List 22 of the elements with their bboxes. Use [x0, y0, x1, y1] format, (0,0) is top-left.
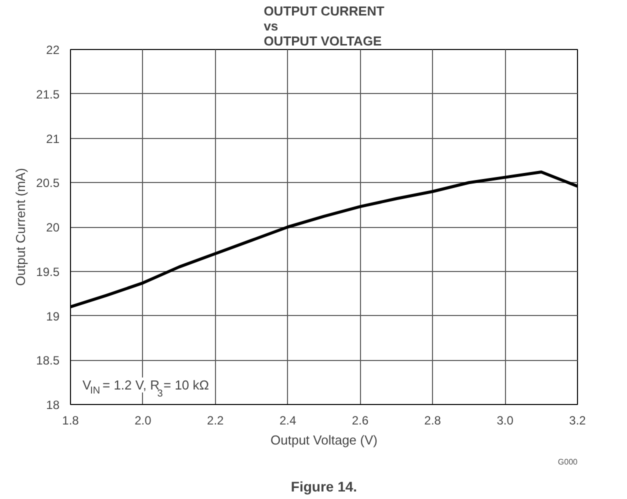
x-tick-label: 3.2 [569, 414, 586, 428]
x-tick-label: 2.2 [207, 414, 224, 428]
y-tick-label: 19 [46, 309, 60, 324]
y-tick-label: 20.5 [36, 176, 60, 190]
x-axis-title: Output Voltage (V) [270, 432, 378, 448]
y-tick-label: 21 [46, 132, 60, 146]
caption: Figure 14. [290, 478, 358, 494]
y-tick-label: 18.5 [36, 354, 60, 368]
y-tick-label: 21.5 [36, 87, 60, 102]
y-tick-label: 22 [46, 43, 60, 57]
x-tick-label: 2.8 [424, 414, 442, 428]
x-tick-label: 2.6 [352, 414, 369, 428]
chart-title: OUTPUT CURRENT vs OUTPUT VOLTAGE [264, 4, 384, 48]
x-tick-label: 2.0 [134, 414, 152, 428]
x-tick-label: 3.0 [496, 414, 514, 428]
x-tick-label: 2.4 [279, 414, 296, 428]
y-tick-label: 19.5 [36, 264, 60, 279]
x-tick-label: 1.8 [62, 414, 80, 428]
y-tick-label: 20 [46, 220, 60, 234]
text: G000 [558, 458, 578, 466]
y-axis-title: Output Current (mA) [13, 168, 28, 286]
y-tick-label: 18 [46, 398, 60, 412]
